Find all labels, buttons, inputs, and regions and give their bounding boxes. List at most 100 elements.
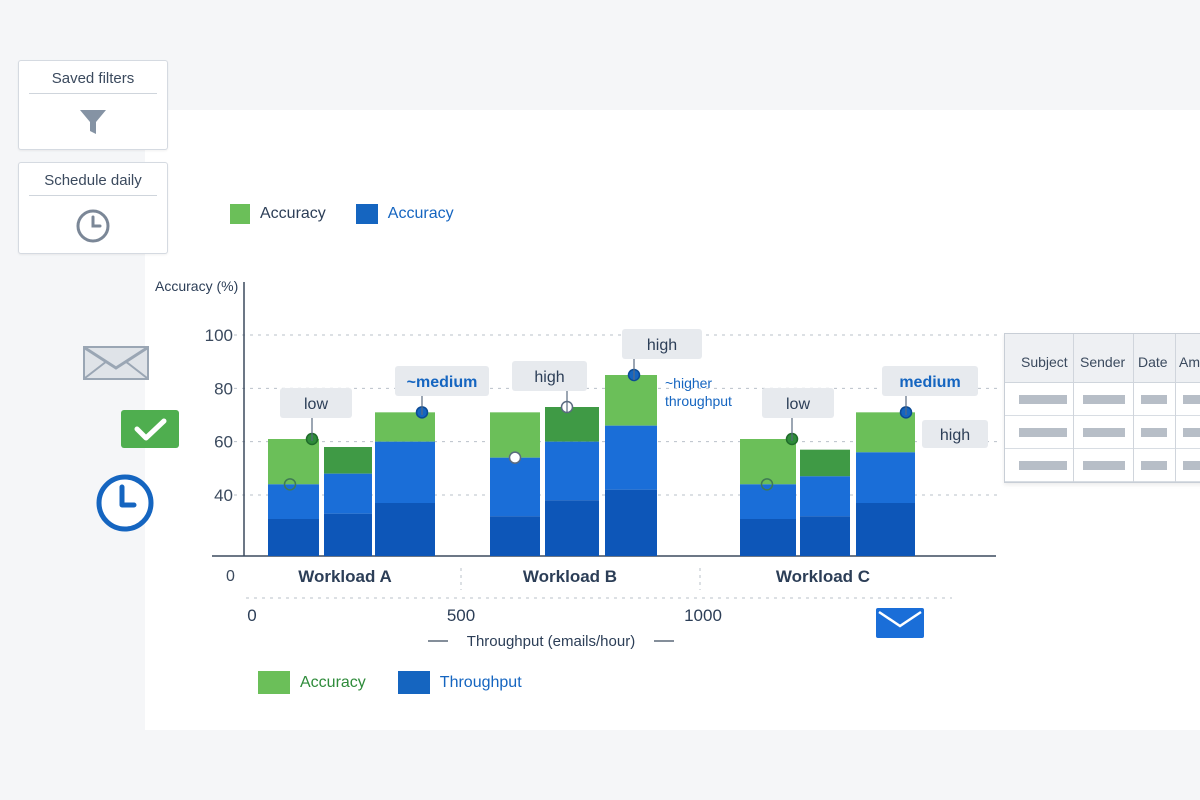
- x-axis-label: Throughput (emails/hour): [467, 633, 635, 650]
- bar-throughput-segment: [545, 441, 599, 501]
- clock-icon: [76, 209, 110, 243]
- placeholder-cell: [1019, 395, 1067, 404]
- annotation-label: throughput: [665, 393, 732, 409]
- column-divider: [1133, 334, 1134, 482]
- bar-accuracy-segment: [800, 449, 850, 477]
- envelope-icon: [83, 346, 149, 380]
- annotation-label: ~medium: [407, 374, 478, 391]
- bar-base-segment: [800, 516, 850, 556]
- bar-accuracy-segment: [856, 412, 915, 453]
- y-tick-label: 100: [205, 326, 233, 345]
- bar-base-segment: [324, 513, 372, 556]
- annotation-label: low: [786, 396, 810, 413]
- bar-base-segment: [490, 516, 540, 556]
- annotation-box: [882, 366, 978, 396]
- annotation-label: high: [534, 369, 564, 386]
- placeholder-cell: [1141, 461, 1167, 470]
- data-point: [760, 478, 774, 491]
- x-tick-label: 1000: [684, 606, 722, 625]
- legend-label: Throughput: [439, 673, 522, 691]
- legend-swatch: [355, 204, 378, 224]
- placeholder-cell: [1083, 428, 1125, 437]
- annotation-box: [922, 420, 988, 448]
- email-table[interactable]: Subject Sender Date Am: [1004, 333, 1200, 483]
- bar-throughput-segment: [268, 484, 319, 519]
- placeholder-cell: [1141, 428, 1167, 437]
- legend-bottom: Accuracy Throughput: [258, 671, 522, 694]
- bar-base-segment: [268, 519, 319, 556]
- bar-base-segment: [856, 503, 915, 556]
- annotation-box: [512, 361, 587, 391]
- legend-label: Accuracy: [387, 205, 454, 222]
- column-header[interactable]: Am: [1179, 354, 1200, 370]
- column-divider: [1073, 334, 1074, 482]
- y-origin-label: 0: [226, 568, 235, 585]
- bar-base-segment: [740, 519, 796, 556]
- table-row[interactable]: [1005, 383, 1200, 416]
- bar-throughput-segment: [324, 473, 372, 514]
- annotation-label: medium: [899, 374, 960, 391]
- annotation-box: [622, 329, 702, 359]
- schedule-daily-card[interactable]: Schedule daily: [18, 162, 168, 254]
- column-header[interactable]: Subject: [1021, 354, 1068, 370]
- table-row[interactable]: [1005, 449, 1200, 482]
- group-label: Workload C: [776, 567, 870, 586]
- placeholder-cell: [1183, 428, 1200, 437]
- schedule-daily-label: Schedule daily: [29, 172, 157, 196]
- annotation-label: low: [304, 396, 328, 413]
- placeholder-cell: [1141, 395, 1167, 404]
- table-row[interactable]: [1005, 416, 1200, 449]
- placeholder-cell: [1083, 395, 1125, 404]
- bar-throughput-segment: [375, 441, 435, 503]
- legend-swatch: [397, 671, 430, 694]
- y-tick-label: 60: [214, 433, 233, 452]
- table-header: Subject Sender Date Am: [1005, 334, 1200, 383]
- bar-accuracy-segment: [268, 439, 319, 485]
- group-label: Workload A: [298, 567, 392, 586]
- bar-throughput-segment: [490, 457, 540, 517]
- annotation-label: high: [940, 427, 970, 444]
- placeholder-cell: [1183, 395, 1200, 404]
- x-tick-label: 500: [447, 606, 475, 625]
- placeholder-cell: [1183, 461, 1200, 470]
- bar-accuracy-segment: [490, 412, 540, 458]
- placeholder-cell: [1019, 461, 1067, 470]
- bar-accuracy-segment: [605, 375, 657, 426]
- bar-throughput-segment: [605, 425, 657, 490]
- placeholder-cell: [1019, 428, 1067, 437]
- y-tick-label: 80: [214, 379, 233, 398]
- column-divider: [1175, 334, 1176, 482]
- column-header[interactable]: Date: [1138, 354, 1168, 370]
- bar-base-segment: [545, 500, 599, 556]
- legend-swatch: [230, 204, 250, 224]
- annotation-label: ~higher: [665, 375, 712, 391]
- saved-filters-card[interactable]: Saved filters: [18, 60, 168, 150]
- annotation-box: [762, 388, 834, 418]
- legend-top: Accuracy Accuracy: [230, 204, 454, 224]
- bar-base-segment: [375, 503, 435, 556]
- annotation-box: [280, 388, 352, 418]
- data-point: [283, 478, 297, 491]
- saved-filters-label: Saved filters: [29, 70, 157, 94]
- legend-label: Accuracy: [300, 673, 366, 691]
- y-tick-label: 40: [214, 486, 233, 505]
- check-icon: [121, 410, 179, 448]
- x-tick-label: 0: [247, 606, 256, 625]
- annotation-label: high: [647, 337, 677, 354]
- bar-base-segment: [605, 489, 657, 556]
- envelope-icon: [876, 608, 924, 638]
- legend-label: Accuracy: [260, 205, 326, 222]
- column-header[interactable]: Sender: [1080, 354, 1126, 370]
- bar-throughput-segment: [856, 452, 915, 503]
- bar-accuracy-segment: [740, 439, 796, 485]
- legend-swatch: [258, 671, 290, 694]
- placeholder-cell: [1083, 461, 1125, 470]
- bar-accuracy-segment: [324, 447, 372, 474]
- bar-throughput-segment: [800, 476, 850, 517]
- clock-icon: [96, 474, 154, 532]
- annotation-box: [395, 366, 489, 396]
- y-axis-label: Accuracy (%): [155, 278, 238, 294]
- group-label: Workload B: [523, 567, 617, 586]
- filter-icon: [80, 110, 106, 134]
